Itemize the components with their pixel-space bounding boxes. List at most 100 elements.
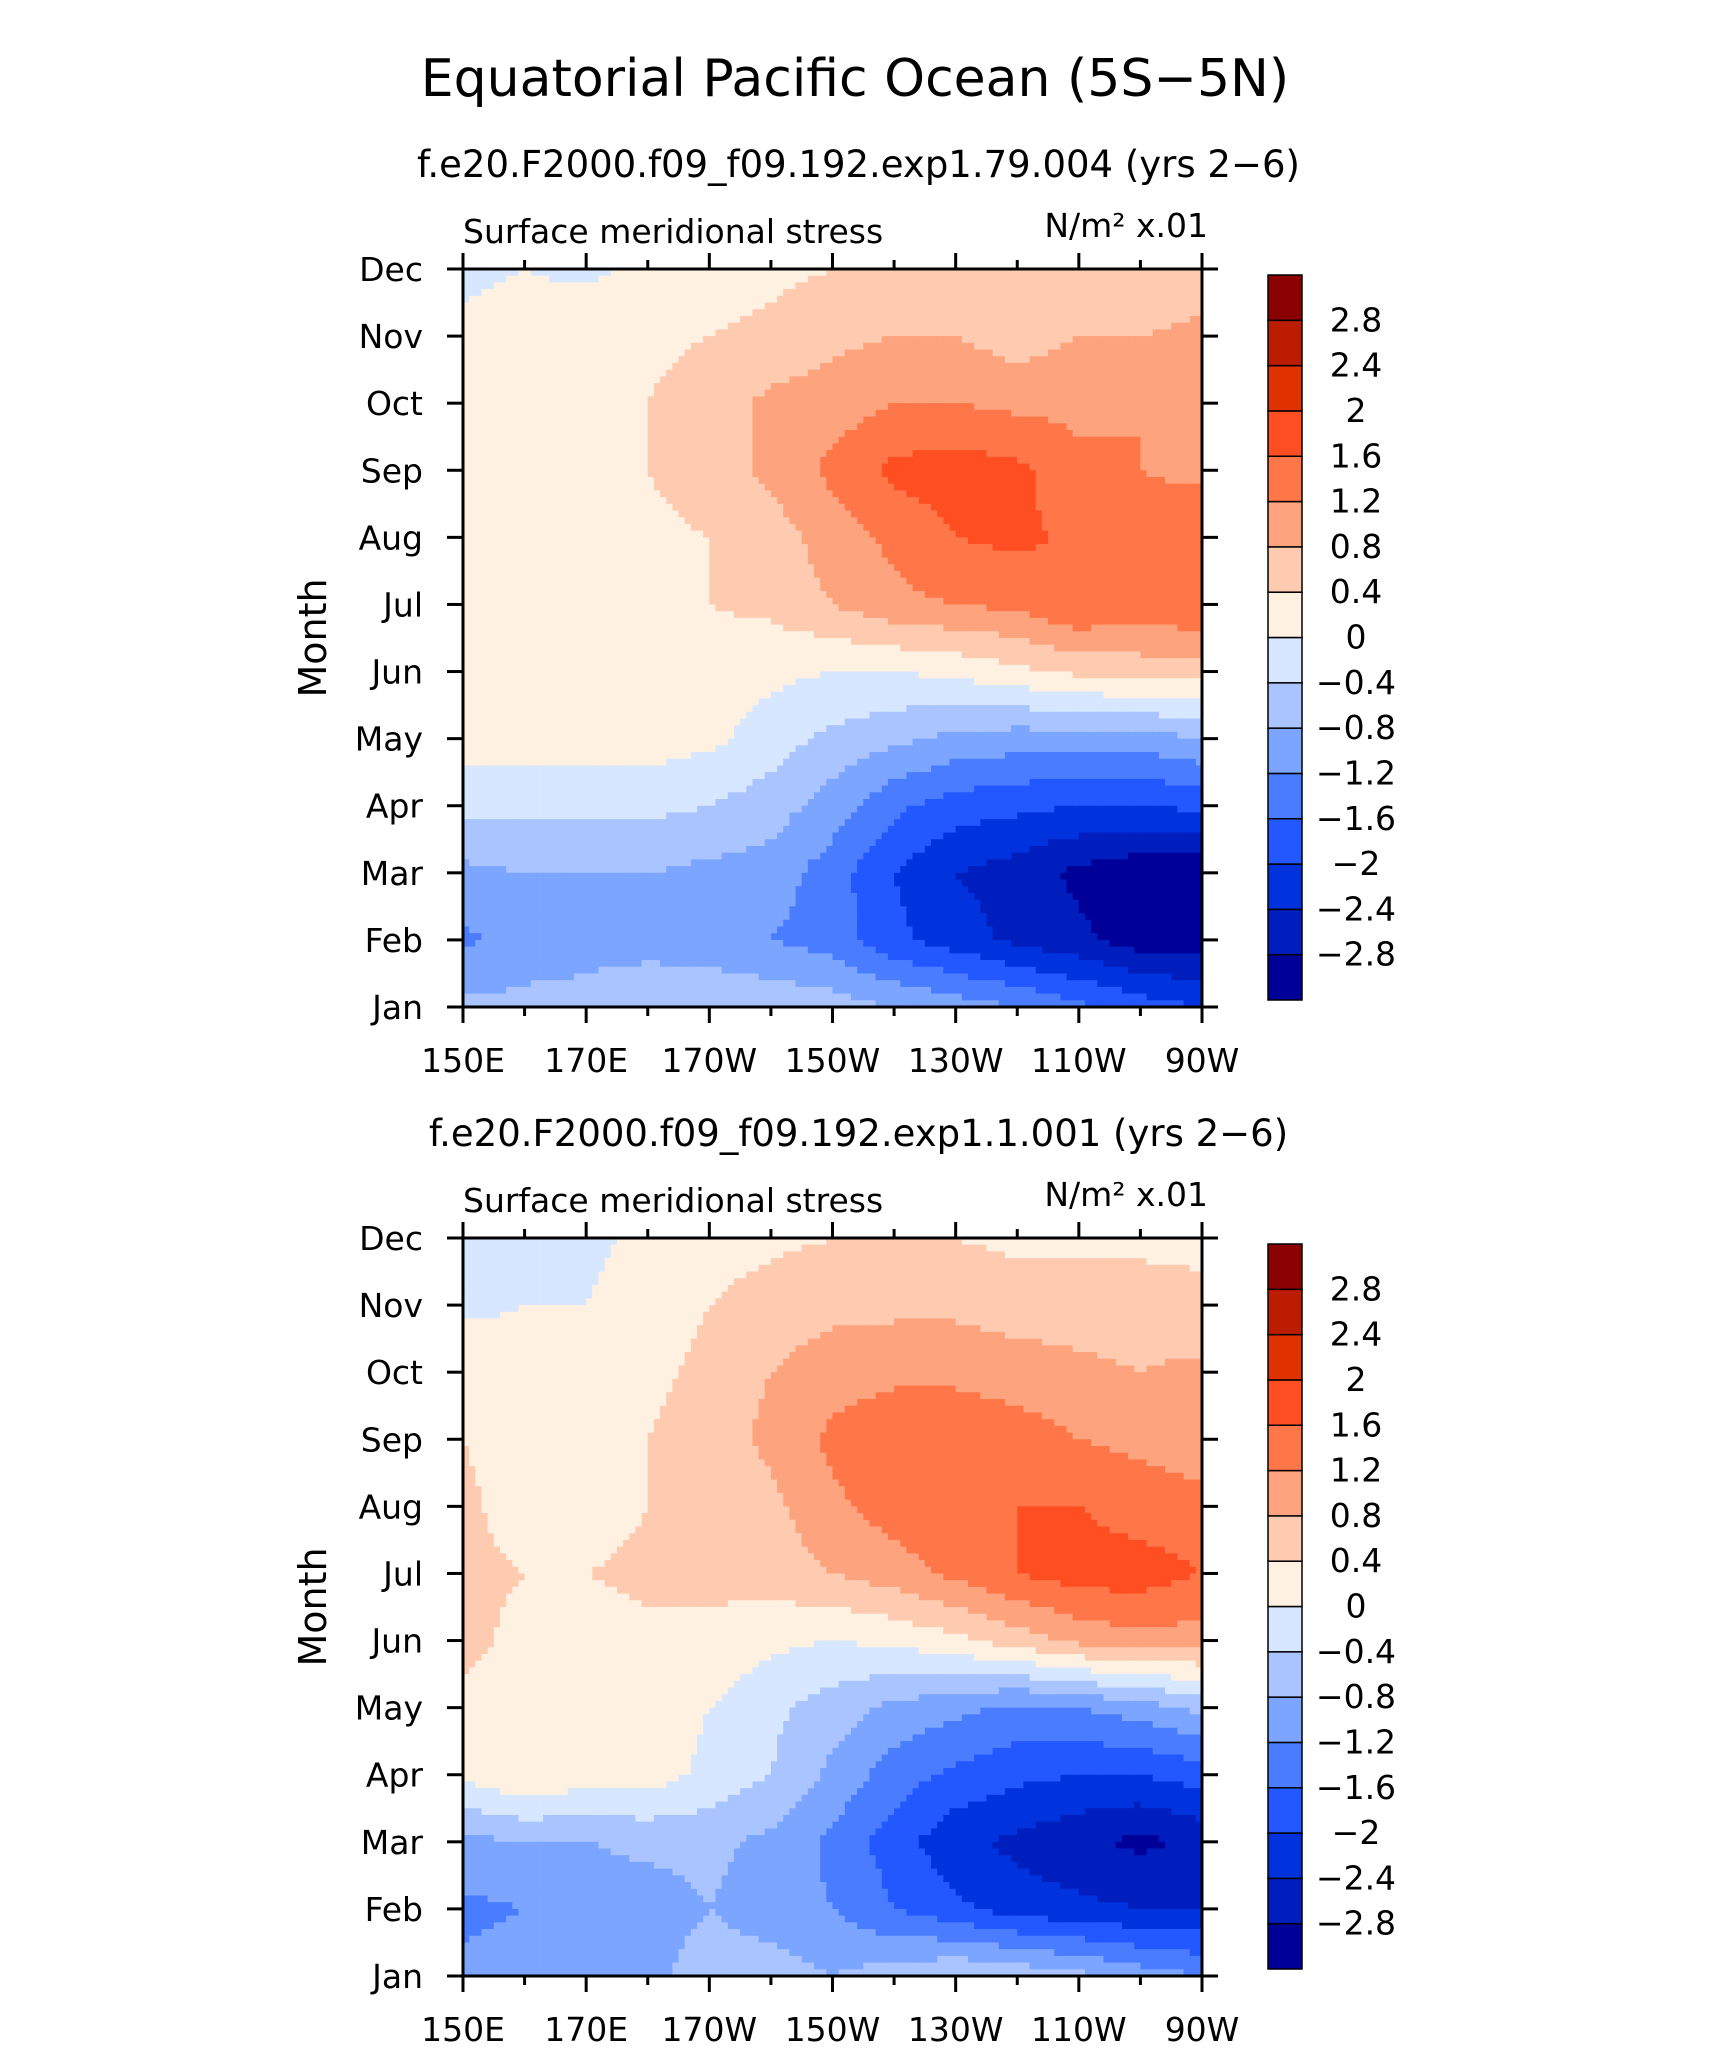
heatmap-cell <box>703 282 710 290</box>
heatmap-cell <box>623 423 630 431</box>
heatmap-cell <box>777 456 784 465</box>
heatmap-cell <box>906 356 914 364</box>
heatmap-cell <box>967 336 975 344</box>
heatmap-cell <box>592 369 600 377</box>
heatmap-cell <box>1023 490 1031 498</box>
heatmap-cell <box>573 302 581 310</box>
heatmap-cell <box>807 430 815 438</box>
heatmap-cell <box>487 423 495 431</box>
heatmap-cell <box>1195 336 1203 344</box>
heatmap-cell <box>499 282 507 290</box>
heatmap-cell <box>721 470 729 478</box>
heatmap-cell <box>746 349 754 357</box>
heatmap-cell <box>789 349 797 357</box>
heatmap-cell <box>1072 537 1080 545</box>
heatmap-cell <box>777 443 784 451</box>
heatmap-cell <box>1165 322 1172 330</box>
heatmap-cell <box>567 269 575 277</box>
heatmap-cell <box>666 269 673 277</box>
heatmap-cell <box>1029 289 1037 297</box>
heatmap-cell <box>475 430 483 438</box>
heatmap-cell <box>801 456 809 465</box>
heatmap-cell <box>506 523 513 532</box>
heatmap-cell <box>875 436 883 445</box>
heatmap-cell <box>487 537 495 545</box>
heatmap-cell <box>524 315 532 324</box>
heatmap-cell <box>586 356 593 364</box>
heatmap-cell <box>820 476 827 485</box>
heatmap-cell <box>1183 476 1191 485</box>
heatmap-cell <box>887 275 895 284</box>
heatmap-cell <box>1171 342 1178 351</box>
heatmap-cell <box>1171 289 1178 297</box>
heatmap-cell <box>986 463 994 471</box>
heatmap-cell <box>635 423 643 431</box>
heatmap-cell <box>635 450 643 458</box>
heatmap-cell <box>721 476 729 485</box>
heatmap-cell <box>1023 362 1031 371</box>
heatmap-cell <box>623 409 630 418</box>
heatmap-cell <box>586 510 593 518</box>
heatmap-cell <box>1066 443 1074 451</box>
heatmap-cell <box>801 275 809 284</box>
heatmap-cell <box>721 309 729 317</box>
heatmap-cell <box>580 282 587 290</box>
heatmap-cell <box>623 403 630 411</box>
heatmap-cell <box>1011 497 1018 505</box>
heatmap-cell <box>543 497 550 505</box>
heatmap-cell <box>758 349 766 357</box>
heatmap-cell <box>1029 416 1037 424</box>
heatmap-cell <box>524 383 532 391</box>
heatmap-cell <box>746 436 754 445</box>
heatmap-cell <box>715 517 723 525</box>
heatmap-cell <box>906 269 914 277</box>
heatmap-cell <box>666 497 673 505</box>
heatmap-cell <box>512 463 520 471</box>
heatmap-cell <box>1048 490 1055 498</box>
heatmap-cell <box>1011 436 1018 445</box>
heatmap-cell <box>721 423 729 431</box>
heatmap-cell <box>1029 450 1037 458</box>
heatmap-cell <box>690 269 698 277</box>
heatmap-cell <box>469 329 476 337</box>
heatmap-cell <box>875 295 883 304</box>
heatmap-cell <box>1158 443 1166 451</box>
heatmap-cell <box>887 423 895 431</box>
heatmap-cell <box>783 416 790 424</box>
heatmap-cell <box>610 423 618 431</box>
heatmap-cell <box>512 289 520 297</box>
heatmap-cell <box>986 396 994 404</box>
heatmap-cell <box>838 349 846 357</box>
heatmap-cell <box>555 275 563 284</box>
heatmap-cell <box>832 443 840 451</box>
heatmap-cell <box>1017 289 1025 297</box>
heatmap-cell <box>850 376 858 384</box>
heatmap-cell <box>666 409 673 418</box>
heatmap-cell <box>894 470 901 478</box>
heatmap-cell <box>1066 517 1074 525</box>
heatmap-cell <box>998 349 1006 357</box>
heatmap-cell <box>512 302 520 310</box>
heatmap-cell <box>1054 483 1061 491</box>
heatmap-cell <box>506 403 513 411</box>
heatmap-cell <box>1011 309 1018 317</box>
heatmap-cell <box>660 396 667 404</box>
heatmap-cell <box>832 329 840 337</box>
heatmap-cell <box>770 537 778 545</box>
heatmap-cell <box>801 530 809 538</box>
heatmap-cell <box>863 463 871 471</box>
heatmap-cell <box>986 289 994 297</box>
heatmap-cell <box>487 282 495 290</box>
heatmap-cell <box>949 430 957 438</box>
heatmap-cell <box>1035 530 1043 538</box>
heatmap-cell <box>1011 456 1018 465</box>
heatmap-cell <box>1134 463 1142 471</box>
heatmap-cell <box>653 269 661 277</box>
heatmap-cell <box>894 349 901 357</box>
heatmap-cell <box>1152 295 1160 304</box>
heatmap-cell <box>789 315 797 324</box>
heatmap-cell <box>1035 309 1043 317</box>
heatmap-cell <box>906 302 914 310</box>
heatmap-cell <box>961 530 969 538</box>
heatmap-cell <box>475 269 483 277</box>
